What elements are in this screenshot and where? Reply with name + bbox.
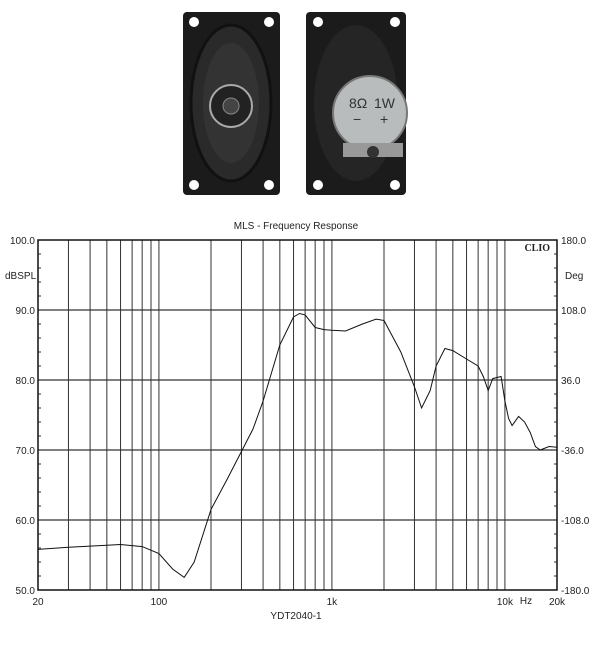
x-tick-label: 10k [497, 597, 514, 608]
y2-tick-label: 36.0 [561, 376, 581, 387]
y2-tick-label: 108.0 [561, 306, 586, 317]
x-tick-label: 100 [151, 597, 168, 608]
x-unit-label: Hz [520, 596, 532, 607]
y-tick-label: 70.0 [16, 446, 36, 457]
speaker-photo: 8Ω 1W − + [183, 12, 408, 195]
y-axis-label: dBSPL [5, 271, 37, 282]
y2-tick-label: -180.0 [561, 586, 590, 597]
minus-label: − [353, 111, 361, 127]
y2-tick-label: 180.0 [561, 236, 586, 247]
y-tick-label: 100.0 [10, 236, 35, 247]
impedance-label: 8Ω [349, 95, 367, 111]
y-tick-label: 50.0 [16, 586, 36, 597]
frequency-response-chart: MLS - Frequency Response dBSPL Deg CLIO … [5, 221, 590, 622]
plus-label: + [380, 111, 388, 127]
power-label: 1W [374, 95, 396, 111]
speaker-back: 8Ω 1W − + [306, 12, 408, 195]
y-tick-label: 90.0 [16, 306, 36, 317]
y2-tick-label: -108.0 [561, 516, 590, 527]
spl-curve [37, 312, 558, 579]
speaker-front [183, 12, 280, 195]
y-tick-label: 60.0 [16, 516, 36, 527]
x-tick-label: 1k [327, 597, 339, 608]
chart-title: MLS - Frequency Response [234, 221, 359, 232]
plot-frame [37, 239, 558, 591]
clio-logo: CLIO [524, 243, 550, 254]
x-tick-label: 20 [32, 597, 44, 608]
y2-tick-label: -36.0 [561, 446, 584, 457]
y2-axis-label: Deg [565, 271, 583, 282]
y-tick-label: 80.0 [16, 376, 36, 387]
x-axis-label: YDT2040-1 [270, 611, 322, 622]
x-tick-label: 20k [549, 597, 566, 608]
